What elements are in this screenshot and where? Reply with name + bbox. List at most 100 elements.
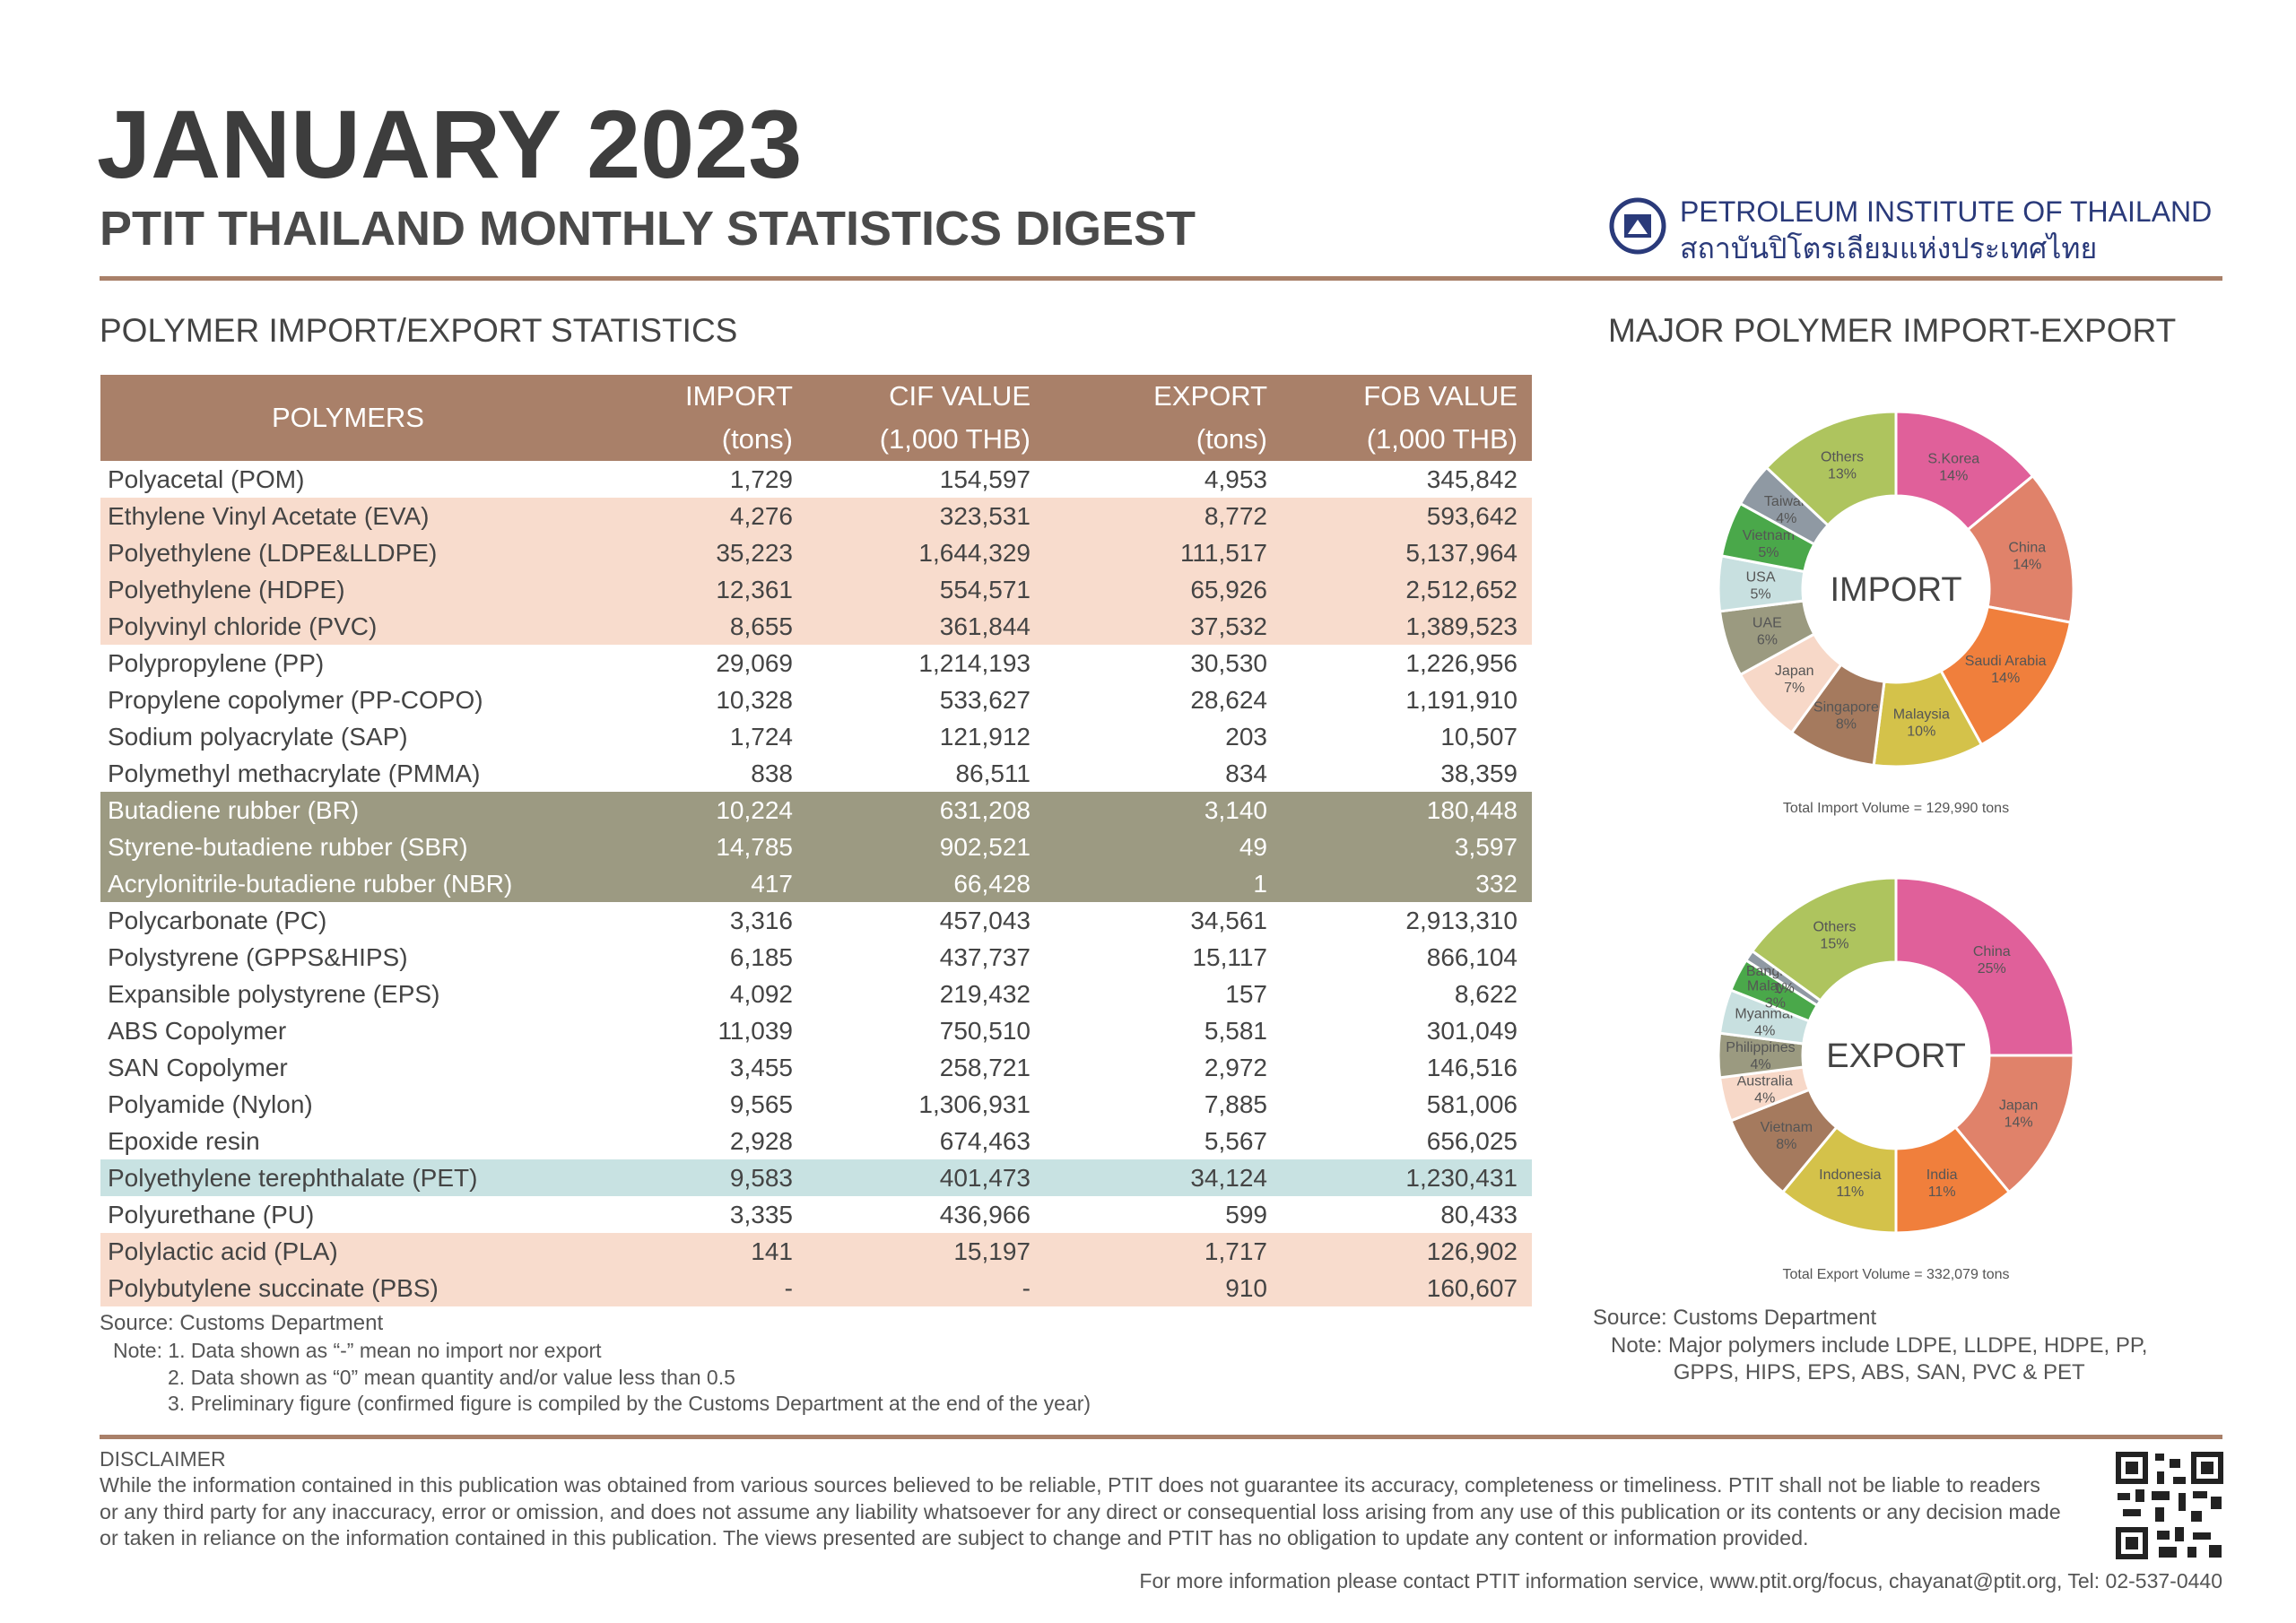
cell-name: Polystyrene (GPPS&HIPS) (108, 942, 408, 971)
cell-value: 361,844 (939, 612, 1031, 640)
slice-label: Saudi Arabia 14% (1965, 654, 2047, 686)
column-header: EXPORT (1153, 380, 1267, 412)
cell-value: 4,092 (729, 979, 793, 1008)
slice-label: Others 15% (1813, 919, 1856, 951)
slice-category: Malaysia (1893, 707, 1950, 722)
table-row: Polyacetal (POM) 1,729 154,597 4,953 345,842 (100, 461, 1532, 498)
footer: For more information please contact PTIT… (1139, 1569, 2222, 1593)
section-title: POLYMER IMPORT/EXPORT STATISTICS (100, 312, 738, 349)
cell-value: 3,316 (729, 906, 793, 934)
cell-value: - (784, 1273, 793, 1302)
cell-value: 1 (1253, 869, 1267, 898)
cell-value: 126,902 (1426, 1237, 1518, 1265)
cell-value: 11,039 (718, 1016, 793, 1045)
slice-category: USA (1746, 569, 1776, 585)
slice-value: 14% (1991, 671, 2020, 686)
cell-value: 674,463 (939, 1126, 1031, 1155)
cell-value: 157 (1225, 979, 1267, 1008)
cell-name: Polyurethane (PU) (108, 1200, 315, 1228)
cell-value: 121,912 (939, 722, 1031, 751)
cell-value: 14,785 (716, 832, 793, 861)
table-row: Epoxide resin 2,928 674,463 5,567 656,025 (100, 1123, 1532, 1159)
cell-value: 10,224 (716, 795, 793, 824)
slice-value: 4% (1754, 1091, 1775, 1107)
slice-value: 14% (2005, 1115, 2033, 1130)
cell-value: 581,006 (1426, 1089, 1518, 1118)
cell-value: 838 (751, 759, 793, 787)
slice-label: Vietnam 8% (1761, 1120, 1813, 1152)
slice-category: Japan (1775, 664, 1814, 679)
cell-value: 146,516 (1426, 1053, 1518, 1081)
cell-value: 86,511 (955, 759, 1031, 787)
slice-label: Malaysia 10% (1893, 707, 1950, 739)
cell-name: Polyacetal (POM) (108, 464, 305, 493)
cell-value: 332 (1475, 869, 1518, 898)
table-row: Ethylene Vinyl Acetate (EVA) 4,276 323,531… (100, 498, 1532, 534)
cell-value: - (1022, 1273, 1031, 1302)
cell-value: 34,561 (1190, 906, 1267, 934)
cell-value: 2,928 (729, 1126, 793, 1155)
chart-center-label: EXPORT (1826, 1037, 1966, 1075)
cell-value: 15,117 (1192, 942, 1267, 971)
pie-slice (1894, 876, 2075, 1057)
slice-value: 11% (1836, 1185, 1864, 1200)
cell-value: 1,724 (729, 722, 793, 751)
cell-value: 1,306,931 (918, 1089, 1031, 1118)
table-row: Polylactic acid (PLA) 141 15,197 1,717 126,9… (100, 1233, 1532, 1270)
cell-name: Polyamide (Nylon) (108, 1089, 313, 1118)
slice-category: China (2008, 540, 2046, 555)
cell-value: 301,049 (1426, 1016, 1518, 1045)
cell-name: Polyethylene terephthalate (PET) (108, 1163, 478, 1192)
chart-note: Total Export Volume = 332,079 tons (1782, 1267, 2009, 1282)
cell-value: 258,721 (939, 1053, 1031, 1081)
cell-value: 1,226,956 (1405, 648, 1518, 677)
cell-value: 5,581 (1204, 1016, 1267, 1045)
rule (100, 1435, 2222, 1439)
column-header: CIF VALUE (889, 380, 1031, 412)
slice-label: Singapore 8% (1813, 699, 1879, 732)
org-name: PETROLEUM INSTITUTE OF THAILAND (1680, 195, 2213, 228)
slice-label: Japan 7% (1775, 664, 1814, 696)
cell-value: 4,276 (729, 501, 793, 530)
slice-value: 8% (1836, 716, 1857, 732)
cell-value: 111,517 (1179, 538, 1267, 567)
cell-value: 1,717 (1204, 1237, 1267, 1265)
cell-value: 417 (751, 869, 793, 898)
cell-value: 437,737 (939, 942, 1031, 971)
cell-name: Polyethylene (LDPE&LLDPE) (108, 538, 438, 567)
table-row: Polycarbonate (PC) 3,316 457,043 34,561 2,91… (100, 902, 1532, 939)
cell-name: Butadiene rubber (BR) (108, 795, 360, 824)
cell-value: 2,913,310 (1405, 906, 1518, 934)
slice-value: 5% (1751, 586, 1771, 602)
slice-category: Australia (1737, 1074, 1793, 1089)
cell-value: 834 (1225, 759, 1267, 787)
slice-label: Australia 4% (1737, 1074, 1793, 1107)
cell-name: Polyethylene (HDPE) (108, 575, 345, 603)
cell-value: 3,335 (729, 1200, 793, 1228)
cell-value: 9,583 (729, 1163, 793, 1192)
slice-value: 8% (1776, 1137, 1796, 1152)
cell-value: 8,655 (729, 612, 793, 640)
slice-value: 3% (1765, 995, 1786, 1011)
note-line: GPPS, HIPS, EPS, ABS, SAN, PVC & PET (1673, 1360, 2085, 1384)
note-line: 3. Preliminary figure (confirmed figure … (168, 1392, 1091, 1415)
disclaimer-line: or taken in reliance on the information … (100, 1526, 1809, 1549)
slice-value: 1% (1774, 981, 1795, 996)
cell-value: 154,597 (939, 464, 1031, 493)
cell-value: 1,389,523 (1405, 612, 1518, 640)
slice-category: Indonesia (1819, 1167, 1881, 1183)
cell-value: 5,567 (1204, 1126, 1267, 1155)
cell-name: Sodium polyacrylate (SAP) (108, 722, 408, 751)
cell-value: 436,966 (939, 1200, 1031, 1228)
cell-value: 6,185 (729, 942, 793, 971)
source: Source: Customs Department (100, 1311, 384, 1335)
table-row: SAN Copolymer 3,455 258,721 2,972 146,516 (100, 1049, 1532, 1086)
cell-value: 323,531 (939, 501, 1031, 530)
column-header: (1,000 THB) (1366, 423, 1518, 455)
cell-value: 30,530 (1190, 648, 1267, 677)
cell-value: 4,953 (1204, 464, 1267, 493)
table-row: Polyamide (Nylon) 9,565 1,306,931 7,885 581,… (100, 1086, 1532, 1123)
note-line: Note: 1. Data shown as “-” mean no impor… (113, 1339, 602, 1362)
rule (100, 276, 2222, 281)
cell-value: 10,507 (1440, 722, 1518, 751)
